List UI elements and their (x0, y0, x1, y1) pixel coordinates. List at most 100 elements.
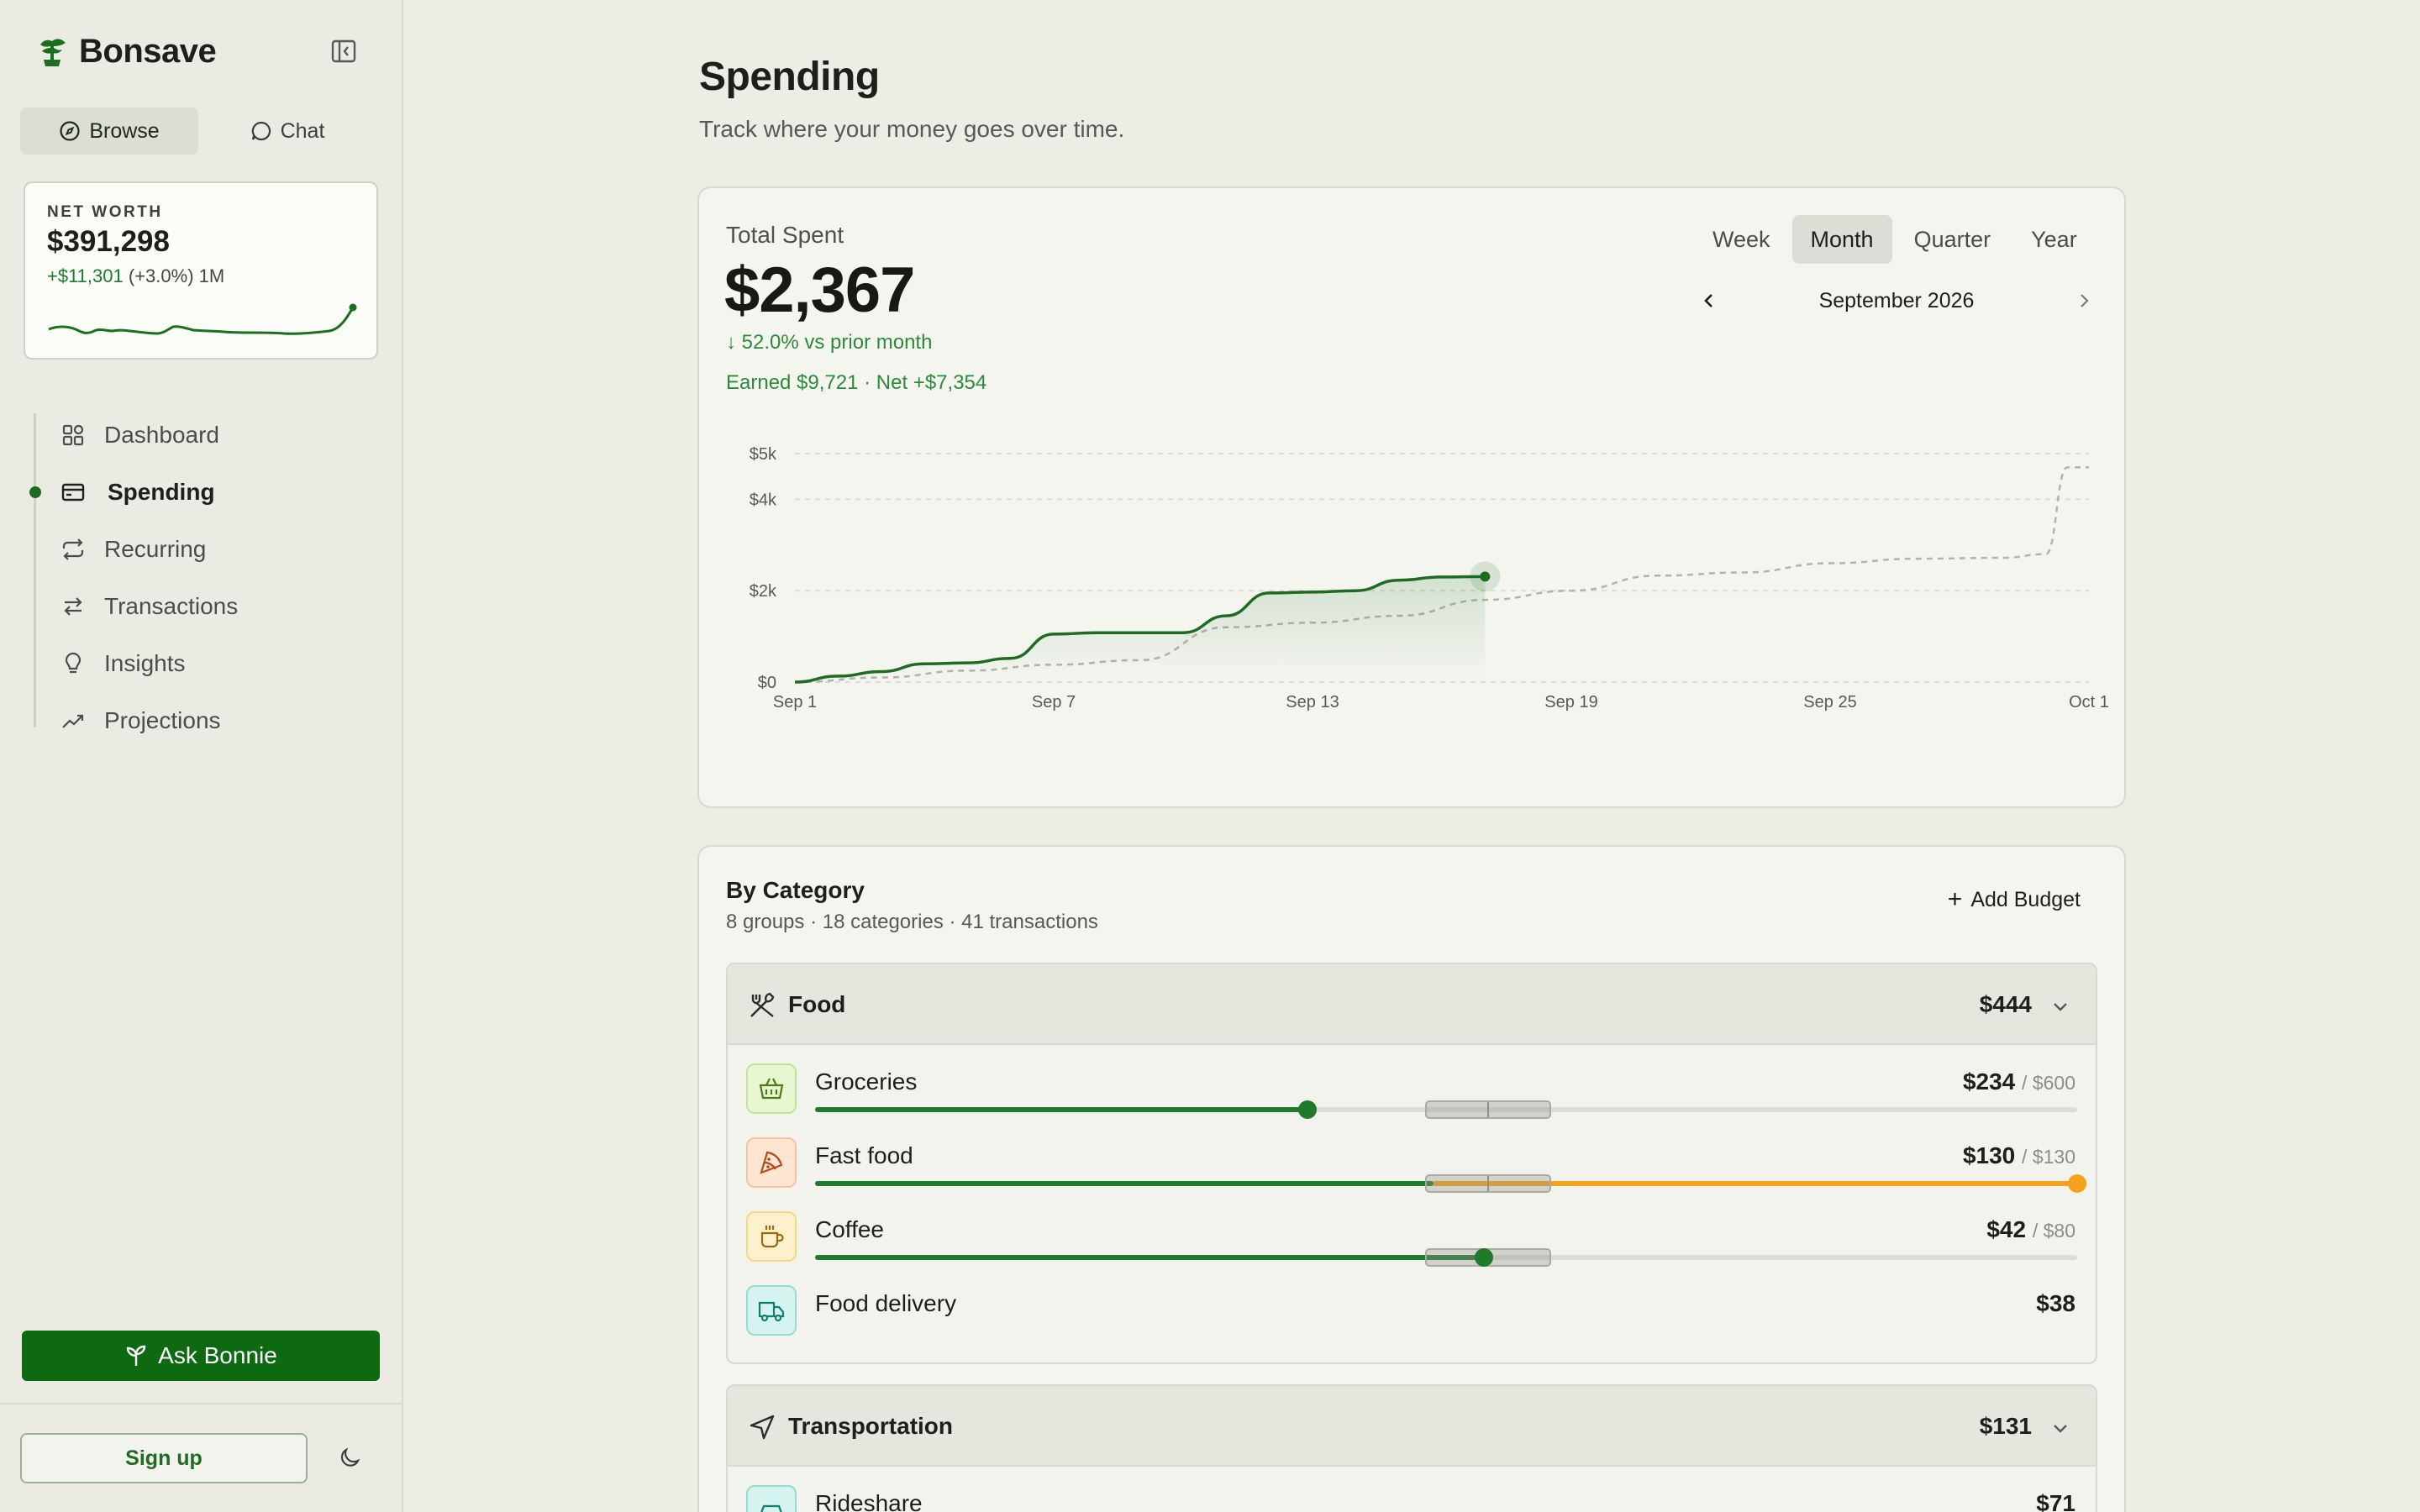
prior-period-marker[interactable] (1425, 1174, 1551, 1193)
mode-tabs: Browse Chat (20, 108, 376, 155)
category-row-coffee[interactable]: Coffee $42 / $80 (728, 1193, 2096, 1267)
group-header[interactable]: Transportation $131 (728, 1386, 2096, 1467)
nav-item-spending[interactable]: Spending (29, 464, 387, 521)
tab-browse-label: Browse (89, 118, 160, 143)
category-group-food: Food $444 Groceries $234 / $600 (726, 963, 2097, 1364)
y-tick-label: $2k (750, 582, 777, 601)
ask-bonnie-button[interactable]: Ask Bonnie (22, 1331, 380, 1381)
category-row-rideshare[interactable]: Rideshare $71 (728, 1467, 2096, 1512)
dark-mode-toggle-icon[interactable] (336, 1445, 363, 1472)
collapse-sidebar-icon[interactable] (329, 37, 358, 66)
tab-chat[interactable]: Chat (198, 108, 376, 155)
period-tabs: Week Month Quarter Year (1691, 215, 2096, 264)
category-row-fast-food[interactable]: Fast food $130 / $130 (728, 1119, 2096, 1193)
nav-item-dashboard[interactable]: Dashboard (34, 407, 387, 464)
x-tick-label: Sep 13 (1286, 693, 1339, 711)
nav-item-projections[interactable]: Projections (34, 692, 387, 749)
budget-progress-bar (815, 1174, 2086, 1193)
sign-up-button[interactable]: Sign up (20, 1433, 308, 1483)
nav-label: Recurring (104, 536, 207, 562)
page-title: Spending (699, 55, 880, 99)
tab-quarter[interactable]: Quarter (1913, 226, 1991, 252)
spent-amount: $130 (1962, 1142, 2016, 1168)
basket-icon (759, 1078, 784, 1100)
main-nav: Dashboard Spending Recurring Transaction (29, 407, 387, 749)
current-period-label: September 2026 (1818, 289, 1975, 312)
group-header[interactable]: Food $444 (728, 964, 2096, 1045)
sign-up-label: Sign up (125, 1446, 203, 1470)
x-tick-label: Sep 7 (1032, 693, 1076, 711)
chevron-down-icon[interactable] (2049, 1416, 2072, 1440)
category-icon (746, 1137, 797, 1188)
tab-year[interactable]: Year (2031, 226, 2077, 252)
total-spent-delta: ↓ 52.0% vs prior month (726, 331, 933, 354)
nav-item-transactions[interactable]: Transactions (34, 578, 387, 635)
brand[interactable]: Bonsave (34, 30, 217, 72)
category-amount: $42 / $80 (1986, 1216, 2075, 1243)
category-section-title: By Category (726, 877, 865, 903)
nav-label: Dashboard (104, 422, 219, 448)
net-worth-change-amount: +$11,301 (47, 265, 124, 286)
category-amount: $130 / $130 (1963, 1142, 2075, 1169)
total-spent-value: $2,367 (724, 255, 915, 326)
y-tick-label: $5k (750, 445, 777, 464)
x-tick-label: Sep 1 (773, 693, 817, 711)
progress-handle[interactable] (2068, 1174, 2086, 1193)
previous-period-button[interactable] (1691, 282, 1728, 319)
progress-fill (815, 1255, 1485, 1260)
budget-amount: / $80 (2032, 1220, 2075, 1242)
spent-amount: $234 (1962, 1068, 2016, 1095)
category-icon (746, 1063, 797, 1114)
chat-bubble-icon (251, 121, 271, 141)
nav-item-recurring[interactable]: Recurring (34, 521, 387, 578)
prior-period-marker[interactable] (1425, 1100, 1551, 1119)
net-worth-change: +$11,301 (+3.0%) 1M (47, 265, 224, 287)
category-icon (746, 1485, 797, 1512)
add-budget-button[interactable]: + Add Budget (1948, 887, 2081, 912)
net-worth-change-pct: (+3.0%) 1M (128, 265, 225, 286)
current-period-line (794, 575, 1486, 684)
category-name: Fast food (815, 1142, 913, 1168)
category-row-groceries[interactable]: Groceries $234 / $600 (728, 1045, 2096, 1119)
active-indicator (29, 486, 41, 498)
swap-icon (64, 597, 82, 616)
tab-browse[interactable]: Browse (20, 108, 198, 155)
card-icon (61, 483, 85, 501)
repeat-icon (62, 538, 84, 560)
category-name: Groceries (815, 1068, 918, 1095)
nav-label: Insights (104, 650, 186, 676)
page-subtitle: Track where your money goes over time. (699, 116, 1125, 142)
dashboard-icon (62, 424, 84, 446)
sidebar: Bonsave Browse Chat NET WORTH $391,298 +… (0, 0, 403, 1512)
progress-handle[interactable] (1297, 1100, 1317, 1119)
category-name: Rideshare (815, 1490, 923, 1512)
group-total: $444 (1979, 991, 2032, 1017)
nav-item-insights[interactable]: Insights (34, 635, 387, 692)
progress-handle[interactable] (1475, 1248, 1494, 1267)
trend-icon (62, 714, 84, 728)
category-group-transportation: Transportation $131 Rideshare $71 (726, 1384, 2097, 1512)
compass-icon (60, 121, 80, 141)
group-name: Transportation (788, 1413, 954, 1439)
y-tick-label: $4k (750, 491, 777, 509)
category-name: Food delivery (815, 1290, 957, 1316)
spent-amount: $71 (2036, 1490, 2075, 1512)
x-tick-label: Sep 19 (1544, 693, 1597, 711)
brand-name: Bonsave (79, 32, 217, 70)
total-spent-card: Total Spent $2,367 ↓ 52.0% vs prior mont… (697, 186, 2126, 808)
budget-amount: / $130 (2022, 1146, 2075, 1168)
chevron-down-icon[interactable] (2049, 995, 2072, 1018)
category-row-food-delivery[interactable]: Food delivery $38 (728, 1267, 2096, 1341)
lightbulb-icon (65, 652, 82, 674)
net-worth-card[interactable]: NET WORTH $391,298 +$11,301 (+3.0%) 1M (24, 181, 378, 360)
car-icon (760, 1504, 782, 1512)
ask-bonnie-label: Ask Bonnie (158, 1342, 277, 1368)
next-period-button[interactable] (2065, 282, 2102, 319)
group-name: Food (788, 991, 846, 1017)
tab-week[interactable]: Week (1712, 226, 1770, 252)
tab-month[interactable]: Month (1791, 215, 1892, 264)
period-navigator: September 2026 (1691, 282, 2102, 319)
progress-fill (815, 1181, 1434, 1186)
truck-icon (758, 1301, 785, 1322)
cumulative-spending-chart[interactable]: $0 $2k $4k $5k Sep 1 Sep 7 Sep 13 Sep 19 Sep 25 O… (699, 423, 2128, 793)
